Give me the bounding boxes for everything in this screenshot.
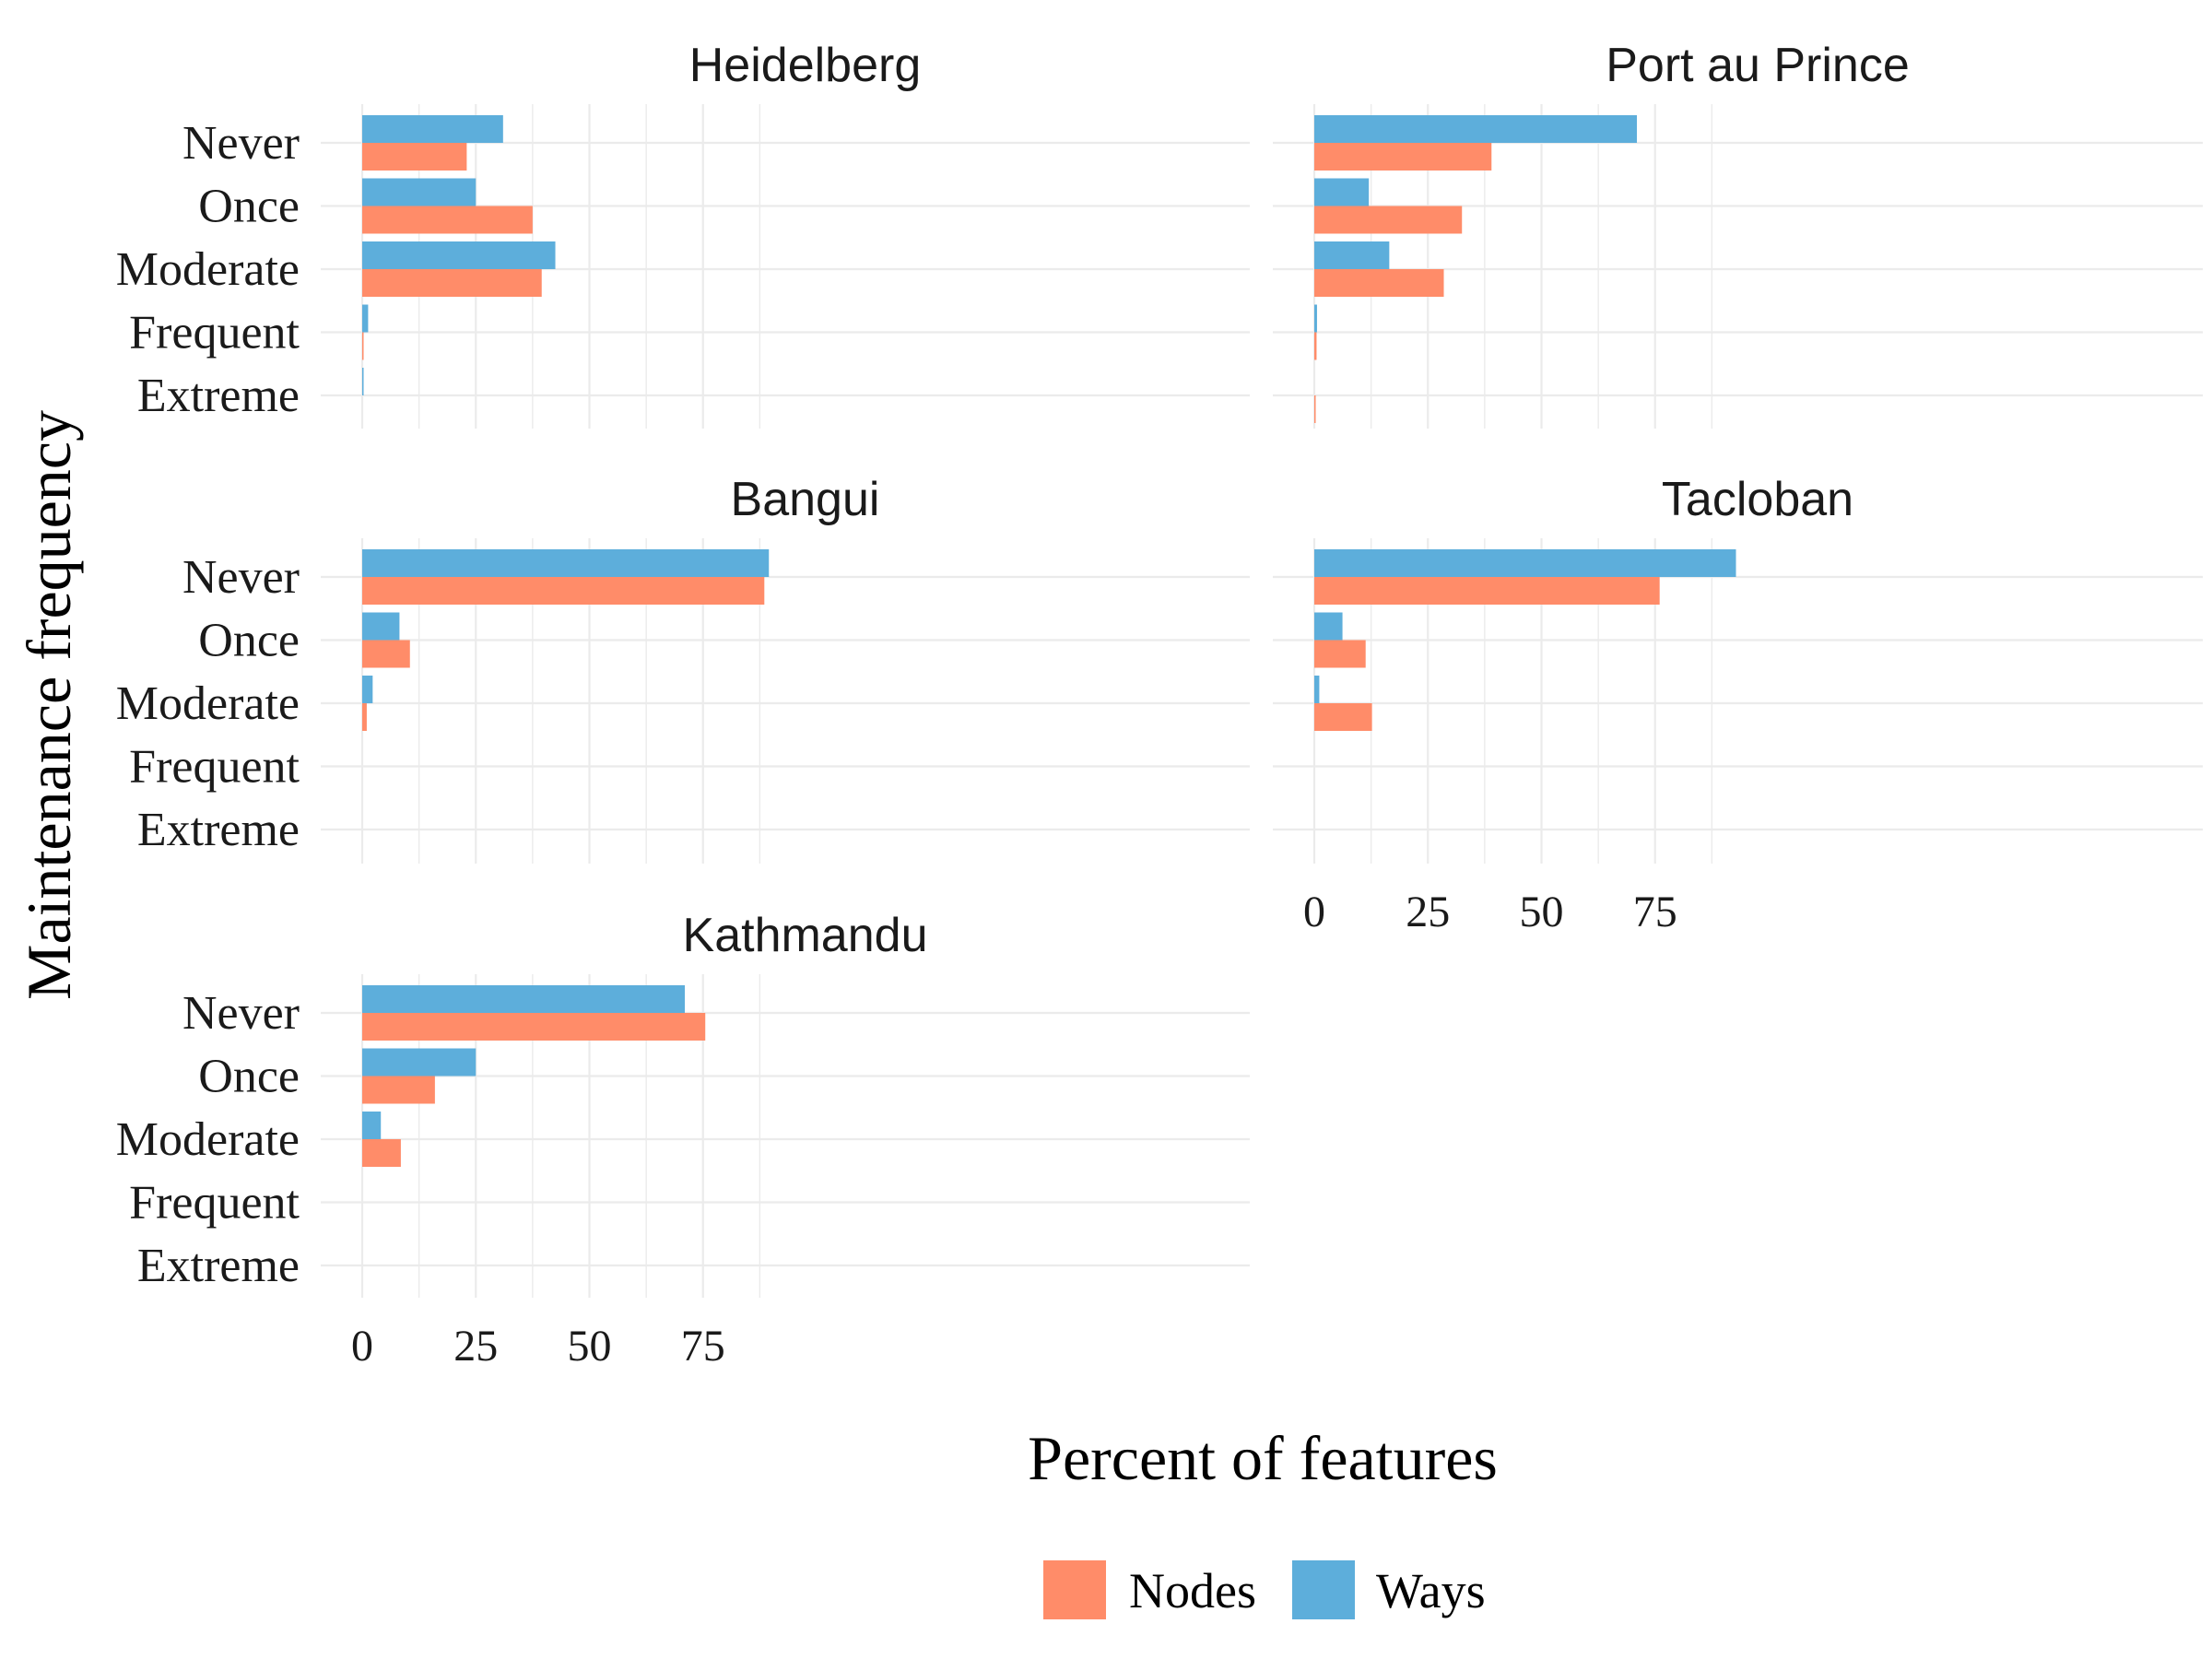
facet-title: Port au Prince bbox=[1606, 39, 1910, 92]
facet-panel: Tacloban 0 25 50 75 bbox=[1273, 473, 2203, 936]
category-label: Once bbox=[198, 181, 300, 233]
legend: Nodes Ways bbox=[1043, 1560, 1486, 1619]
bar-nodes bbox=[362, 206, 533, 234]
bar-nodes bbox=[1314, 577, 1660, 605]
bar-nodes bbox=[362, 703, 367, 731]
facet-title: Kathmandu bbox=[683, 909, 928, 962]
facet-title: Heidelberg bbox=[689, 39, 922, 92]
bar-nodes bbox=[362, 1139, 401, 1167]
bar-ways bbox=[1314, 612, 1343, 641]
bar-nodes bbox=[362, 640, 410, 668]
bar-ways bbox=[1314, 178, 1370, 206]
bar-nodes bbox=[1314, 640, 1366, 668]
category-label: Extreme bbox=[137, 370, 300, 422]
y-axis-title: Maintenance frequency bbox=[14, 410, 84, 1000]
bar-nodes bbox=[1314, 269, 1444, 297]
facet-title: Bangui bbox=[731, 473, 880, 526]
category-label: Once bbox=[198, 615, 300, 667]
facet-panel: Port au Prince bbox=[1273, 39, 2203, 429]
bar-ways bbox=[1314, 676, 1320, 703]
facet-panel: Kathmandu Never Once Moderate Frequent Extrem… bbox=[116, 909, 1250, 1371]
bar-ways bbox=[362, 368, 364, 395]
legend-swatch bbox=[1043, 1560, 1106, 1619]
bar-nodes bbox=[1314, 332, 1317, 360]
legend-label: Ways bbox=[1376, 1563, 1486, 1618]
category-label: Moderate bbox=[116, 1113, 300, 1166]
x-tick-label: 75 bbox=[1633, 888, 1677, 936]
x-tick-label: 25 bbox=[453, 1322, 498, 1371]
bar-ways bbox=[362, 304, 369, 333]
category-label: Frequent bbox=[129, 1177, 300, 1230]
x-tick-label: 0 bbox=[1303, 888, 1325, 936]
bar-ways bbox=[1314, 241, 1390, 269]
facet-title: Tacloban bbox=[1662, 473, 1853, 526]
bar-nodes bbox=[362, 1013, 706, 1041]
legend-label: Nodes bbox=[1129, 1563, 1256, 1618]
x-tick-label: 75 bbox=[681, 1322, 725, 1371]
category-label: Once bbox=[198, 1051, 300, 1103]
category-label: Never bbox=[182, 551, 300, 604]
category-label: Frequent bbox=[129, 741, 300, 794]
bar-nodes bbox=[1314, 395, 1316, 423]
bar-ways bbox=[1314, 549, 1736, 577]
bar-nodes bbox=[1314, 143, 1492, 171]
category-label: Extreme bbox=[137, 1240, 300, 1292]
bar-nodes bbox=[1314, 703, 1372, 731]
category-label: Never bbox=[182, 987, 300, 1040]
x-tick-label: 25 bbox=[1406, 888, 1450, 936]
bar-ways bbox=[362, 985, 686, 1013]
bar-nodes bbox=[362, 332, 364, 360]
bar-nodes bbox=[362, 577, 765, 605]
bar-ways bbox=[362, 241, 556, 269]
bar-nodes bbox=[362, 143, 467, 171]
bar-ways bbox=[1314, 115, 1638, 143]
x-tick-label: 0 bbox=[351, 1322, 373, 1371]
category-label: Moderate bbox=[116, 677, 300, 730]
category-label: Frequent bbox=[129, 307, 300, 359]
bar-ways bbox=[362, 1112, 382, 1139]
x-axis-title: Percent of features bbox=[1028, 1423, 1498, 1493]
category-label: Extreme bbox=[137, 804, 300, 856]
bar-ways bbox=[362, 178, 477, 206]
legend-item: Nodes bbox=[1043, 1560, 1256, 1619]
category-label: Moderate bbox=[116, 243, 300, 296]
bar-nodes bbox=[1314, 206, 1463, 234]
bar-ways bbox=[362, 549, 770, 577]
bar-ways bbox=[1314, 304, 1317, 333]
legend-item: Ways bbox=[1292, 1560, 1486, 1619]
legend-swatch bbox=[1292, 1560, 1355, 1619]
bar-ways bbox=[362, 1048, 477, 1077]
facet-panels: Heidelberg Never Once Moderate Frequent Extre… bbox=[116, 39, 2203, 1371]
bar-nodes bbox=[362, 1076, 435, 1104]
facet-panel: Heidelberg Never Once Moderate Frequent Extre… bbox=[116, 39, 1250, 429]
bar-ways bbox=[362, 115, 503, 143]
bar-ways bbox=[362, 612, 400, 641]
x-tick-label: 50 bbox=[1520, 888, 1564, 936]
category-label: Never bbox=[182, 117, 300, 170]
x-tick-label: 50 bbox=[568, 1322, 612, 1371]
facet-panel: Bangui Never Once Moderate Frequent Extreme bbox=[116, 473, 1250, 864]
bar-ways bbox=[362, 676, 373, 703]
bar-nodes bbox=[362, 269, 542, 297]
